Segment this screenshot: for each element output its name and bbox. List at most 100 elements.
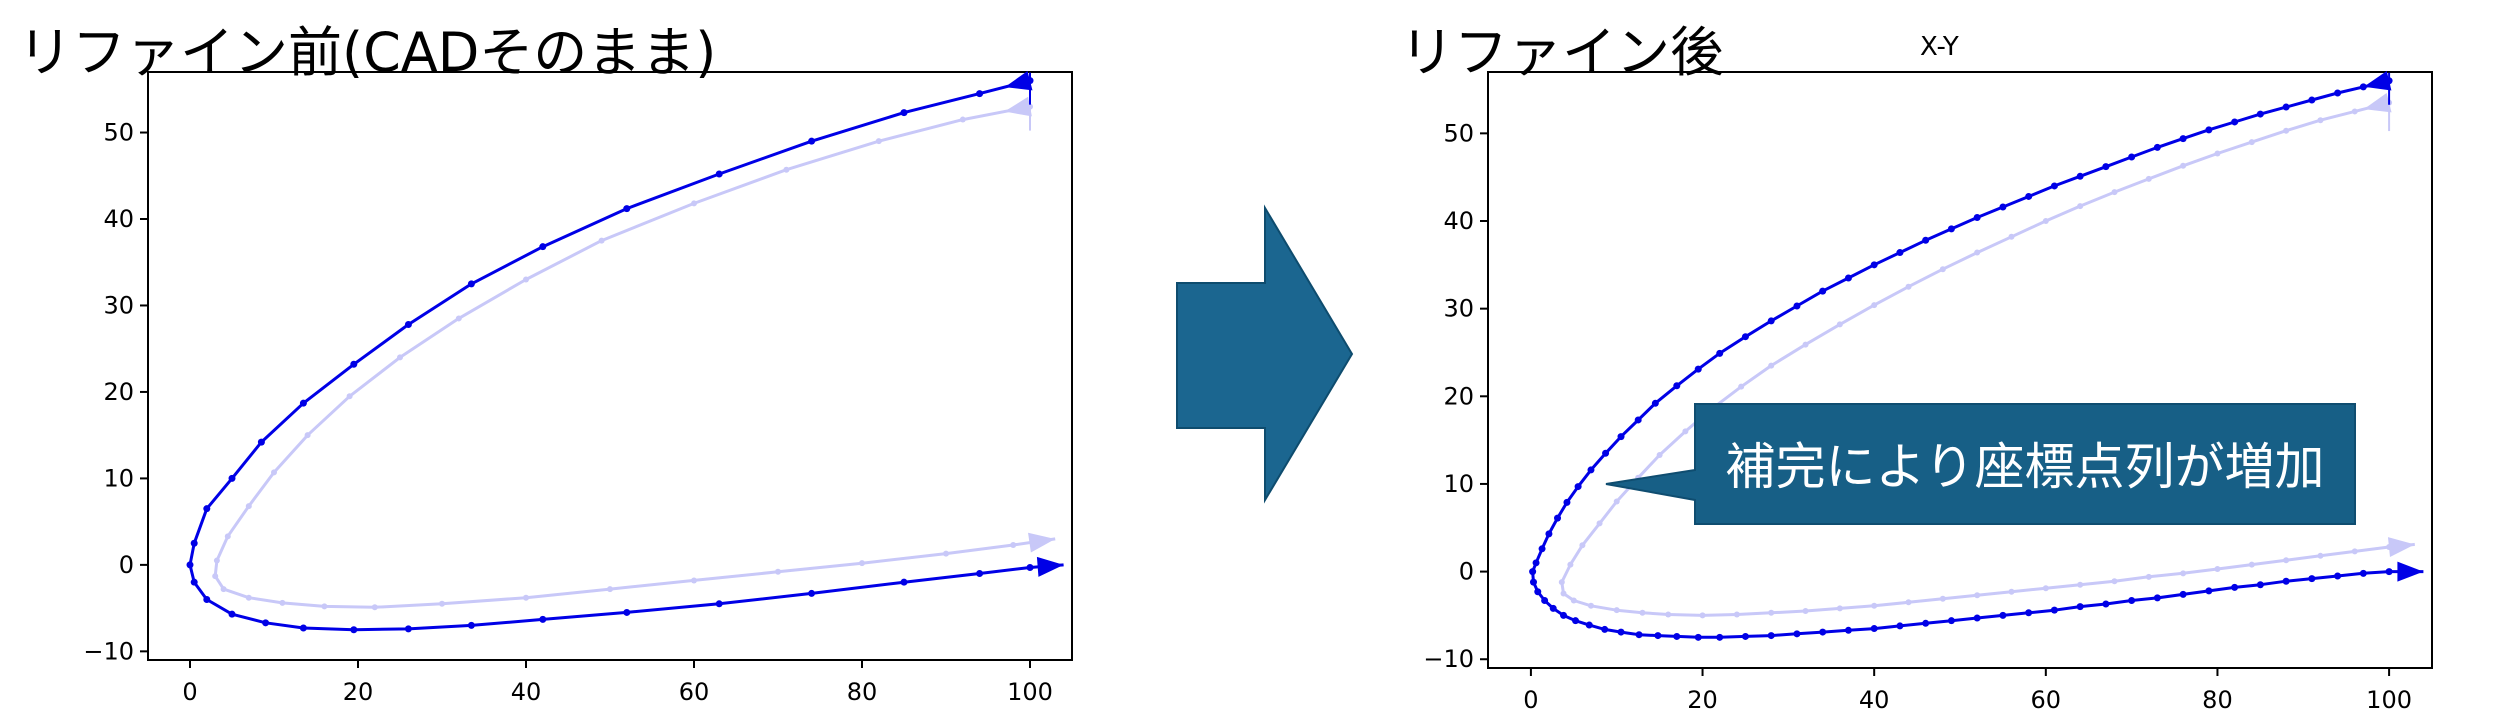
data-point (2153, 594, 2161, 602)
data-point (350, 360, 358, 368)
data-point (1532, 559, 1540, 567)
plot-before: 0 20 40 60 80 100 −10 0 10 20 30 40 50 (83, 70, 1073, 706)
data-point (220, 586, 227, 593)
series-line-faint (1560, 101, 2415, 617)
data-point (1767, 632, 1775, 640)
data-point (1635, 631, 1643, 639)
series-start-arrowhead (1004, 96, 1032, 117)
data-point (607, 586, 613, 593)
y-tick-label: 40 (1443, 207, 1474, 235)
x-tick-label: 40 (511, 678, 542, 706)
callout-box (1605, 403, 2356, 525)
y-tick-label: 0 (1459, 558, 1474, 586)
data-point (1534, 588, 1542, 596)
data-point (775, 568, 781, 575)
y-tick-label: 20 (103, 378, 134, 406)
data-point (1694, 365, 1702, 373)
data-point (1836, 321, 1843, 328)
data-point (186, 561, 194, 569)
data-point (1673, 632, 1681, 640)
data-point (213, 557, 220, 564)
x-tick-label: 0 (182, 678, 197, 706)
data-point (623, 205, 631, 213)
data-point (404, 625, 412, 633)
data-point (404, 320, 412, 328)
data-point (1896, 249, 1904, 257)
data-point (1651, 399, 1659, 407)
data-point (2180, 162, 2187, 169)
data-point (1802, 608, 1809, 615)
x-tick-label: 60 (2031, 686, 2062, 714)
data-point (959, 116, 966, 123)
data-point (397, 354, 403, 361)
data-point (523, 276, 529, 283)
x-tick-label: 20 (1687, 686, 1718, 714)
data-point (2111, 189, 2118, 196)
data-point (2308, 96, 2316, 104)
data-point (539, 615, 547, 623)
data-point (1716, 633, 1724, 641)
data-point (2025, 192, 2033, 200)
data-point (2385, 568, 2393, 576)
data-point (1870, 625, 1878, 633)
series-line-faint (213, 105, 1056, 609)
y-tick-label: 0 (119, 551, 134, 579)
x-tick-label: 80 (847, 678, 878, 706)
y-tick-label: 30 (1443, 295, 1474, 323)
data-point (2334, 572, 2342, 580)
data-point (1973, 614, 1981, 622)
series-arrowhead (1036, 556, 1064, 577)
data-point (1673, 382, 1681, 390)
data-point (2334, 89, 2342, 97)
data-point (1585, 621, 1593, 629)
data-point (1741, 632, 1749, 640)
data-point (783, 166, 790, 173)
data-point (1617, 628, 1625, 636)
data-point (1973, 213, 1981, 221)
series-start-arrowhead (2363, 92, 2392, 113)
data-point (455, 315, 462, 322)
series-arrowhead (2397, 561, 2424, 582)
data-point (2128, 153, 2136, 161)
data-point (2008, 588, 2015, 595)
data-point (1922, 236, 1930, 244)
data-point (2179, 135, 2187, 143)
data-point (623, 608, 631, 616)
x-tick-label: 60 (679, 678, 710, 706)
series-start-arrowhead (2363, 71, 2392, 91)
data-point (2351, 108, 2358, 115)
data-point (1601, 625, 1609, 633)
data-point (1587, 466, 1595, 474)
data-point (691, 577, 697, 584)
y-tick-label: 10 (103, 464, 134, 492)
y-tick-label: 50 (1443, 119, 1474, 147)
data-point (2180, 570, 2187, 577)
data-point (900, 578, 908, 586)
data-point (1549, 604, 1557, 612)
y-tick-label: 50 (103, 119, 134, 147)
data-point (262, 619, 270, 627)
data-point (715, 170, 723, 178)
series-line-main (188, 79, 1064, 632)
data-point (2128, 597, 2136, 605)
series-line-main (1531, 79, 2424, 639)
series-arrowhead (2387, 537, 2415, 558)
data-point (1596, 520, 1603, 527)
data-point (2214, 565, 2221, 572)
data-point (808, 137, 816, 145)
transition-arrow (1176, 204, 1354, 504)
data-point (1819, 628, 1827, 636)
data-point (808, 589, 816, 597)
data-point (1844, 274, 1852, 282)
axes-frame (147, 71, 1073, 661)
data-point (1870, 261, 1878, 269)
series-arrowhead (1028, 532, 1056, 553)
data-point (271, 469, 277, 476)
data-point (2256, 110, 2264, 118)
data-point (900, 109, 908, 117)
data-point (190, 539, 198, 547)
data-point (1558, 579, 1565, 586)
data-point (1939, 595, 1946, 602)
data-point (2283, 127, 2290, 134)
